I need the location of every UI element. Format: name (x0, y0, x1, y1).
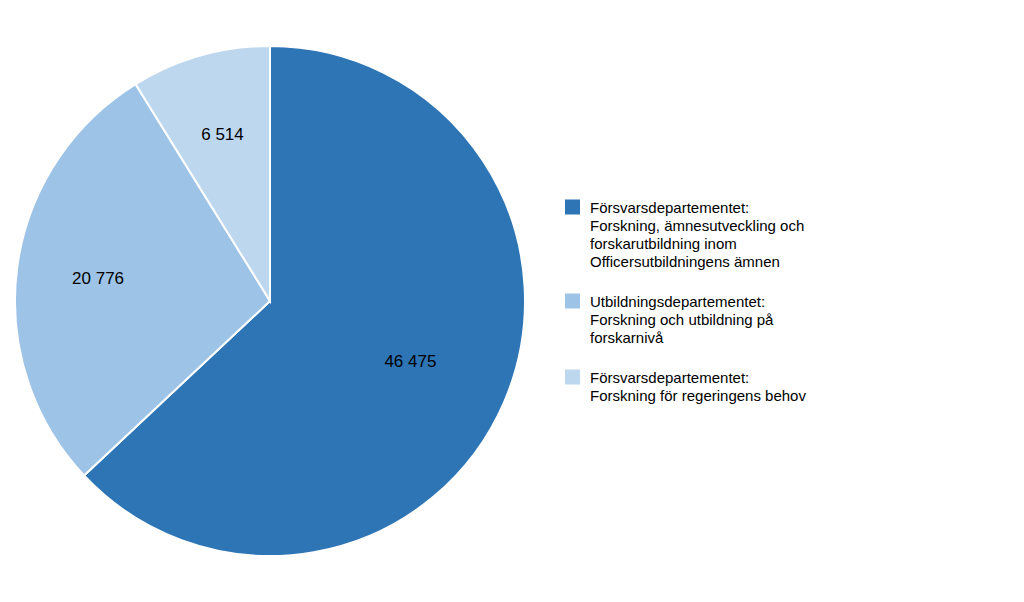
pie-slice (15, 84, 270, 475)
legend-label: Försvarsdepartementet:Forskning, ämnesut… (590, 199, 804, 270)
legend-item: Försvarsdepartementet:Forskning för rege… (565, 369, 806, 404)
data-label: 20 776 (72, 269, 124, 288)
legend-label: Försvarsdepartementet:Forskning för rege… (590, 369, 806, 404)
pie-slice (136, 46, 270, 301)
data-labels: 46 475 20 776 6 514 (72, 125, 436, 372)
chart-svg: 46 475 20 776 6 514 Försvarsdepartementet:F… (0, 0, 1024, 602)
legend-item: Försvarsdepartementet:Forskning, ämnesut… (565, 199, 804, 270)
legend-swatch (565, 200, 580, 215)
legend-swatch (565, 370, 580, 385)
legend: Försvarsdepartementet:Forskning, ämnesut… (565, 199, 806, 404)
slices (15, 46, 525, 556)
legend-label: Utbildningsdepartementet:Forskning och u… (590, 293, 774, 346)
chart-container: 46 475 20 776 6 514 Försvarsdepartementet:F… (0, 0, 1024, 602)
legend-item: Utbildningsdepartementet:Forskning och u… (565, 293, 774, 346)
legend-swatch (565, 294, 580, 309)
data-label: 6 514 (201, 125, 244, 144)
data-label: 46 475 (384, 352, 436, 371)
